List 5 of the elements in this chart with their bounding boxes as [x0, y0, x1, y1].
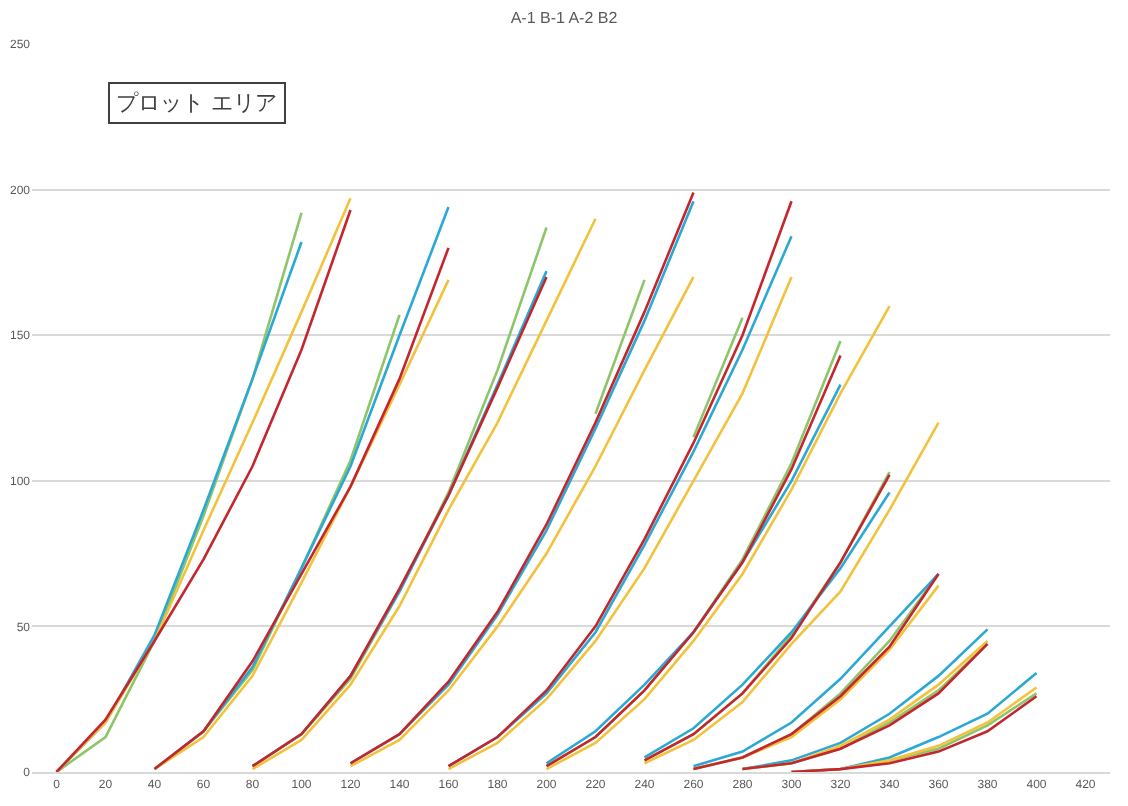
- chart-title: A-1 B-1 A-2 B2: [510, 9, 619, 28]
- annotation: プロット エリア: [116, 90, 277, 116]
- line-series: [643, 421, 940, 765]
- line-series: [251, 217, 597, 771]
- line-series: [545, 304, 891, 771]
